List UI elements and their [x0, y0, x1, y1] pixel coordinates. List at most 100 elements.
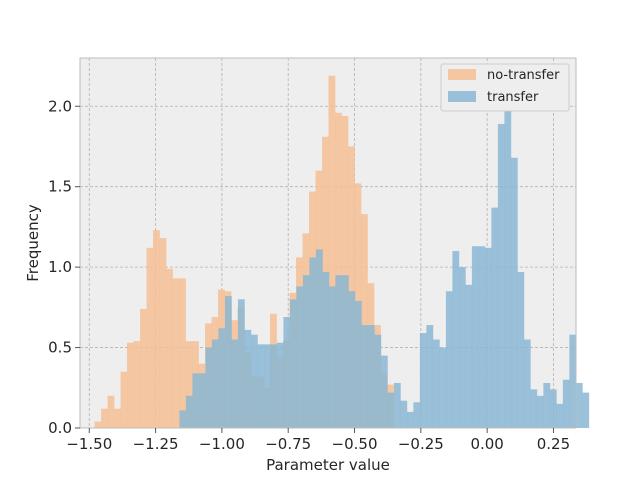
bar-transfer — [289, 299, 297, 428]
bar-transfer — [198, 373, 206, 428]
x-tick-label: −1.00 — [199, 435, 245, 453]
bar-no-transfer — [341, 115, 349, 429]
bar-transfer — [276, 342, 284, 428]
plot-frame — [79, 57, 577, 429]
bar-transfer — [569, 334, 577, 428]
y-axis-ticks: 0.0 0.5 1.0 1.5 2.0 — [48, 97, 80, 437]
series-transfer-bars — [179, 101, 590, 429]
bar-no-transfer — [120, 371, 128, 428]
bar-no-transfer — [146, 247, 154, 428]
bar-transfer — [393, 382, 401, 428]
bar-transfer — [250, 334, 258, 428]
bar-transfer — [335, 275, 343, 428]
x-axis-ticks: −1.50 −1.25 −1.00 −0.75 −0.50 −0.25 0.00 0.25 — [66, 428, 570, 453]
bar-transfer — [231, 339, 239, 428]
bar-transfer — [237, 299, 245, 428]
bar-transfer — [504, 101, 512, 428]
legend: no-transfer transfer — [440, 63, 570, 112]
bar-transfer — [341, 275, 349, 428]
bar-no-transfer — [328, 75, 336, 429]
bar-transfer — [439, 347, 447, 428]
x-tick-label: −0.50 — [332, 435, 378, 453]
bar-transfer — [374, 334, 382, 428]
bar-transfer — [491, 207, 499, 428]
bar-transfer — [530, 389, 538, 428]
bar-no-transfer — [133, 341, 141, 428]
bar-transfer — [471, 246, 479, 428]
bar-no-transfer — [114, 408, 121, 428]
bar-transfer — [179, 410, 187, 428]
bar-transfer — [413, 402, 421, 428]
bar-transfer — [536, 395, 544, 428]
bar-transfer — [549, 389, 557, 428]
legend-swatch-transfer — [448, 91, 476, 102]
y-tick-label: 0.0 — [48, 419, 72, 437]
bar-transfer — [270, 344, 278, 428]
bar-transfer — [419, 333, 427, 428]
x-tick-label: −1.50 — [66, 435, 112, 453]
legend-swatch-no-transfer — [448, 69, 476, 80]
bar-transfer — [445, 291, 453, 428]
bar-transfer — [328, 286, 336, 428]
bar-transfer — [575, 382, 583, 428]
x-tick-label: −0.25 — [398, 435, 444, 453]
bar-no-transfer — [94, 421, 102, 428]
legend-label-transfer: transfer — [487, 90, 539, 105]
bar-transfer — [315, 249, 323, 428]
bar-no-transfer — [153, 230, 160, 428]
y-axis-label: Frequency — [24, 204, 42, 282]
bar-transfer — [510, 157, 518, 428]
bar-no-transfer — [166, 268, 173, 428]
bar-transfer — [218, 328, 226, 428]
bar-transfer — [582, 392, 590, 428]
bar-transfer — [497, 123, 505, 429]
bar-transfer — [426, 325, 434, 428]
bar-transfer — [562, 379, 570, 428]
bar-no-transfer — [107, 395, 115, 428]
bar-transfer — [387, 392, 395, 428]
bar-transfer — [452, 251, 460, 428]
bar-transfer — [257, 344, 265, 428]
x-tick-label: −0.75 — [265, 435, 311, 453]
y-tick-label: 0.5 — [48, 339, 72, 357]
bar-transfer — [458, 267, 466, 428]
bar-no-transfer — [127, 342, 134, 428]
y-tick-label: 1.5 — [48, 178, 72, 196]
bar-no-transfer — [101, 408, 108, 428]
bar-transfer — [380, 355, 388, 428]
bar-transfer — [185, 395, 193, 428]
bar-transfer — [432, 339, 440, 428]
y-tick-label: 1.0 — [48, 258, 72, 276]
x-axis-label: Parameter value — [266, 456, 390, 474]
bar-transfer — [224, 296, 232, 428]
legend-label-no-transfer: no-transfer — [487, 68, 560, 83]
x-tick-label: 0.25 — [537, 435, 570, 453]
bar-transfer — [354, 300, 362, 428]
bar-transfer — [348, 291, 356, 428]
bar-no-transfer — [361, 214, 368, 428]
bar-transfer — [478, 246, 486, 428]
bar-no-transfer — [172, 278, 180, 428]
bar-transfer — [406, 411, 414, 428]
bar-transfer — [400, 400, 408, 428]
bar-transfer — [322, 271, 330, 428]
bar-transfer — [205, 347, 213, 428]
bar-transfer — [465, 284, 473, 428]
bar-transfer — [523, 339, 531, 428]
bar-transfer — [309, 257, 317, 428]
bar-transfer — [192, 373, 200, 428]
bar-transfer — [361, 325, 369, 428]
bar-transfer — [543, 382, 551, 428]
bar-no-transfer — [159, 238, 167, 428]
bar-transfer — [484, 247, 492, 428]
bar-transfer — [283, 317, 291, 428]
bar-transfer — [517, 271, 525, 428]
bar-no-transfer — [335, 112, 342, 429]
y-tick-label: 2.0 — [48, 97, 72, 115]
bar-transfer — [244, 329, 252, 428]
bar-no-transfer — [179, 278, 186, 428]
bar-transfer — [211, 339, 219, 428]
bar-transfer — [263, 344, 271, 428]
x-tick-label: −1.25 — [133, 435, 179, 453]
